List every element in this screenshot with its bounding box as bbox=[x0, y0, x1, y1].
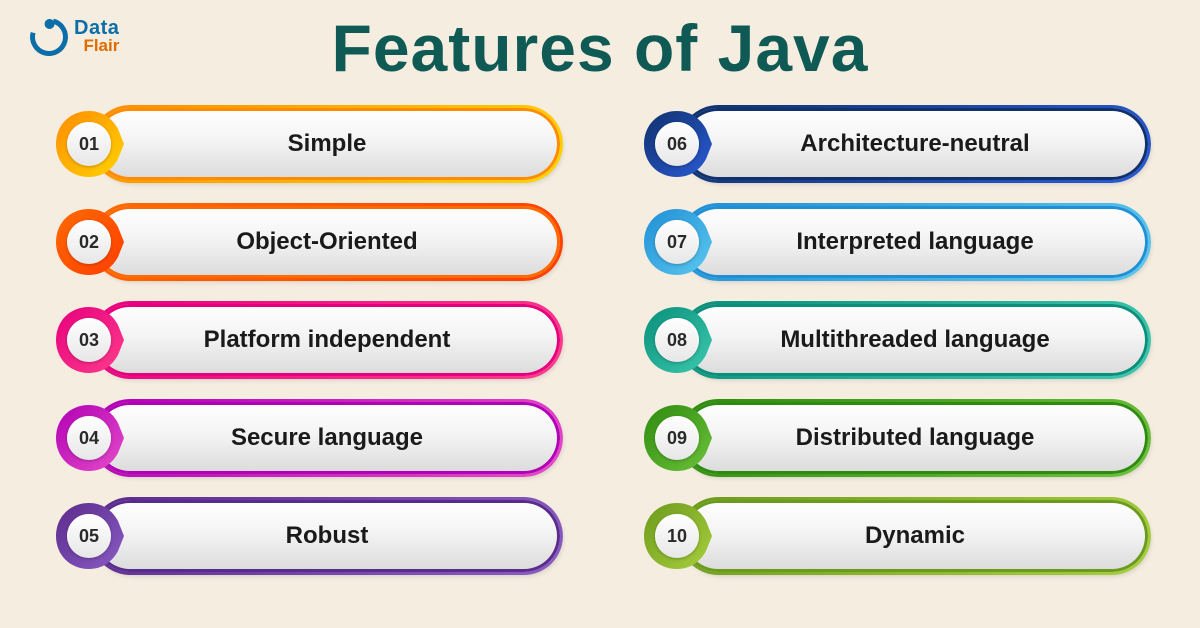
feature-item: Dynamic 10 bbox=[640, 500, 1148, 572]
feature-pill: Architecture-neutral bbox=[682, 108, 1148, 180]
feature-pill: Distributed language bbox=[682, 402, 1148, 474]
feature-pill: Simple bbox=[94, 108, 560, 180]
feature-number: 03 bbox=[67, 318, 111, 362]
feature-pill: Interpreted language bbox=[682, 206, 1148, 278]
feature-label: Secure language bbox=[231, 424, 423, 452]
feature-label: Interpreted language bbox=[796, 228, 1033, 256]
feature-label: Distributed language bbox=[796, 424, 1035, 452]
feature-badge: 01 bbox=[52, 107, 126, 181]
feature-pill: Robust bbox=[94, 500, 560, 572]
feature-pill: Platform independent bbox=[94, 304, 560, 376]
feature-columns: Simple 01 Object-Oriented 02 Platform in… bbox=[0, 108, 1200, 572]
feature-label: Robust bbox=[286, 522, 369, 550]
feature-item: Platform independent 03 bbox=[52, 304, 560, 376]
feature-badge: 09 bbox=[640, 401, 714, 475]
feature-number: 09 bbox=[655, 416, 699, 460]
feature-item: Secure language 04 bbox=[52, 402, 560, 474]
feature-item: Architecture-neutral 06 bbox=[640, 108, 1148, 180]
feature-number: 10 bbox=[655, 514, 699, 558]
logo-text: Data Flair bbox=[74, 19, 119, 54]
feature-item: Simple 01 bbox=[52, 108, 560, 180]
feature-pill: Dynamic bbox=[682, 500, 1148, 572]
feature-badge: 02 bbox=[52, 205, 126, 279]
feature-number: 06 bbox=[655, 122, 699, 166]
left-column: Simple 01 Object-Oriented 02 Platform in… bbox=[52, 108, 560, 572]
logo: Data Flair bbox=[30, 18, 119, 56]
feature-badge: 05 bbox=[52, 499, 126, 573]
feature-number: 02 bbox=[67, 220, 111, 264]
feature-number: 05 bbox=[67, 514, 111, 558]
feature-label: Simple bbox=[288, 130, 367, 158]
feature-label: Platform independent bbox=[204, 326, 451, 354]
feature-number: 07 bbox=[655, 220, 699, 264]
feature-badge: 10 bbox=[640, 499, 714, 573]
feature-number: 01 bbox=[67, 122, 111, 166]
right-column: Architecture-neutral 06 Interpreted lang… bbox=[640, 108, 1148, 572]
feature-item: Multithreaded language 08 bbox=[640, 304, 1148, 376]
feature-item: Robust 05 bbox=[52, 500, 560, 572]
feature-item: Interpreted language 07 bbox=[640, 206, 1148, 278]
feature-item: Object-Oriented 02 bbox=[52, 206, 560, 278]
feature-label: Multithreaded language bbox=[780, 326, 1049, 354]
feature-badge: 03 bbox=[52, 303, 126, 377]
feature-label: Dynamic bbox=[865, 522, 965, 550]
feature-label: Architecture-neutral bbox=[800, 130, 1029, 158]
feature-pill: Multithreaded language bbox=[682, 304, 1148, 376]
feature-number: 04 bbox=[67, 416, 111, 460]
feature-badge: 04 bbox=[52, 401, 126, 475]
feature-number: 08 bbox=[655, 318, 699, 362]
feature-pill: Object-Oriented bbox=[94, 206, 560, 278]
feature-item: Distributed language 09 bbox=[640, 402, 1148, 474]
feature-badge: 06 bbox=[640, 107, 714, 181]
page-title: Features of Java bbox=[0, 0, 1200, 86]
feature-label: Object-Oriented bbox=[236, 228, 417, 256]
logo-bottom: Flair bbox=[74, 38, 119, 54]
feature-pill: Secure language bbox=[94, 402, 560, 474]
feature-badge: 07 bbox=[640, 205, 714, 279]
logo-swirl-icon bbox=[23, 11, 75, 63]
feature-badge: 08 bbox=[640, 303, 714, 377]
